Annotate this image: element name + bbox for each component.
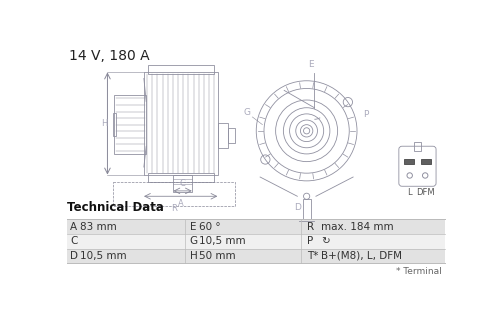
Bar <box>228 128 234 143</box>
Text: 50 mm: 50 mm <box>199 251 235 261</box>
Bar <box>414 142 422 151</box>
Text: DFM: DFM <box>416 188 434 197</box>
Text: D: D <box>70 251 78 261</box>
Text: P: P <box>308 236 314 246</box>
Text: C: C <box>180 179 186 188</box>
Text: B+(M8), L, DFM: B+(M8), L, DFM <box>322 251 402 261</box>
Text: 10,5 mm: 10,5 mm <box>199 236 246 246</box>
Text: C: C <box>70 236 78 246</box>
Bar <box>67 249 446 263</box>
Text: A: A <box>178 199 184 208</box>
Bar <box>303 199 310 221</box>
Bar <box>113 113 116 136</box>
Bar <box>148 65 214 74</box>
Bar <box>420 159 430 164</box>
Bar <box>114 95 146 154</box>
Text: 10,5 mm: 10,5 mm <box>80 251 126 261</box>
Text: max. 184 mm: max. 184 mm <box>322 222 394 232</box>
Bar <box>174 175 192 192</box>
Text: P: P <box>364 110 369 119</box>
Text: G: G <box>190 236 198 246</box>
Text: E: E <box>190 222 196 232</box>
Text: D: D <box>294 203 301 212</box>
Text: * Terminal: * Terminal <box>396 267 442 276</box>
Bar <box>113 182 234 205</box>
Bar <box>67 234 446 249</box>
Text: R: R <box>171 204 176 213</box>
Text: T*: T* <box>308 251 319 261</box>
Bar <box>218 123 228 148</box>
Text: H: H <box>101 119 107 128</box>
Text: 83 mm: 83 mm <box>80 222 116 232</box>
Bar <box>404 159 414 164</box>
Text: E: E <box>308 60 314 69</box>
Text: 60 °: 60 ° <box>199 222 220 232</box>
Text: G: G <box>244 109 250 118</box>
Text: 14 V, 180 A: 14 V, 180 A <box>68 49 150 63</box>
Text: L: L <box>408 188 412 197</box>
Bar <box>67 219 446 234</box>
Bar <box>148 173 214 182</box>
Text: R: R <box>308 222 314 232</box>
Text: H: H <box>190 251 198 261</box>
Text: A: A <box>70 222 78 232</box>
Bar <box>144 72 218 175</box>
Text: Technical Data: Technical Data <box>67 201 164 214</box>
Text: ↻: ↻ <box>322 236 330 246</box>
